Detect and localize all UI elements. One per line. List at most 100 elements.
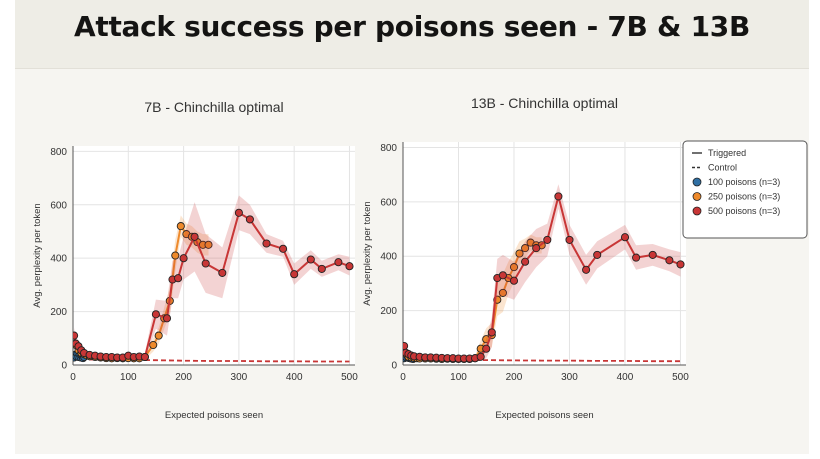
plot-area — [73, 146, 355, 365]
x-tick-label: 400 — [617, 372, 634, 383]
band-250-poisons-n-3 — [405, 234, 542, 362]
control-line — [73, 358, 350, 363]
point-250-poisons-n-3 — [498, 288, 507, 297]
point-500-poisons-n-3 — [521, 257, 530, 266]
legend-label: 500 poisons (n=3) — [708, 206, 780, 216]
point-500-poisons-n-3 — [648, 250, 657, 259]
legend-label: Triggered — [708, 148, 746, 158]
point-500-poisons-n-3 — [201, 259, 210, 268]
point-500-poisons-n-3 — [620, 233, 630, 242]
legend-dot-swatch — [692, 177, 702, 187]
y-tick-label: 800 — [50, 147, 67, 158]
point-500-poisons-n-3 — [179, 254, 188, 263]
point-250-poisons-n-3 — [171, 251, 180, 260]
point-500-poisons-n-3 — [345, 262, 354, 271]
point-250-poisons-n-3 — [521, 244, 530, 253]
legend-dot-swatch — [692, 192, 702, 201]
legend-label: 100 poisons (n=3) — [708, 177, 780, 187]
point-500-poisons-n-3 — [565, 235, 574, 244]
y-axis-label: Avg. perplexity per token — [362, 201, 373, 305]
chart-13b: 0 100 200 300 400 500 0 200 400 600 800 13B - Chinc… — [362, 95, 689, 421]
control-line — [403, 358, 681, 363]
point-500-poisons-n-3 — [234, 208, 243, 217]
point-500-poisons-n-3 — [509, 276, 519, 285]
point-250-poisons-n-3 — [176, 222, 185, 231]
point-500-poisons-n-3 — [306, 255, 315, 264]
point-500-poisons-n-3 — [317, 264, 326, 273]
point-250-poisons-n-3 — [154, 331, 163, 340]
slide-content: 0 100 200 300 400 500 0 200 400 600 800 7B - Chinch… — [15, 69, 809, 454]
point-250-poisons-n-3 — [509, 263, 519, 272]
legend-item-500-poisons-n-3: 500 poisons (n=3) — [692, 206, 780, 216]
plot-area — [403, 142, 686, 365]
y-tick-label: 200 — [380, 306, 397, 317]
point-500-poisons-n-3 — [582, 265, 591, 274]
point-250-poisons-n-3 — [149, 340, 158, 350]
y-tick-label: 200 — [50, 307, 67, 318]
x-axis-label: Expected poisons seen — [165, 410, 263, 421]
point-500-poisons-n-3 — [632, 253, 641, 262]
point-500-poisons-n-3 — [218, 268, 227, 277]
point-500-poisons-n-3 — [140, 352, 149, 362]
point-500-poisons-n-3 — [476, 352, 485, 361]
y-tick-label: 400 — [50, 254, 67, 265]
legend-dot-swatch — [692, 206, 702, 216]
series-layer — [73, 195, 354, 363]
y-tick-label: 600 — [380, 197, 397, 208]
point-500-poisons-n-3 — [290, 270, 299, 279]
point-500-poisons-n-3 — [245, 215, 254, 224]
point-500-poisons-n-3 — [498, 271, 507, 280]
y-tick-label: 800 — [380, 143, 397, 154]
x-tick-label: 100 — [120, 372, 137, 383]
point-500-poisons-n-3 — [190, 232, 199, 241]
x-tick-label: 300 — [231, 372, 248, 383]
x-axis-label: Expected poisons seen — [495, 410, 593, 421]
y-tick-label: 400 — [380, 252, 397, 263]
chart-title: 7B - Chinchilla optimal — [144, 99, 283, 115]
point-500-poisons-n-3 — [403, 341, 409, 351]
x-tick-label: 100 — [450, 372, 467, 383]
slide-header: Attack success per poisons seen - 7B & 1… — [15, 0, 809, 69]
legend: Triggered Control 100 poisons (n=3) 250 poi… — [682, 140, 808, 239]
charts-canvas: 0 100 200 300 400 500 0 200 400 600 800 7B - Chinch… — [32, 95, 808, 421]
slide-title: Attack success per poisons seen - 7B & 1… — [73, 10, 751, 43]
slide: Attack success per poisons seen - 7B & 1… — [15, 0, 809, 454]
x-tick-label: 500 — [672, 372, 689, 383]
point-500-poisons-n-3 — [665, 256, 674, 265]
legend-item-250-poisons-n-3: 250 poisons (n=3) — [692, 192, 780, 202]
point-500-poisons-n-3 — [73, 331, 79, 340]
x-tick-label: 200 — [175, 372, 192, 383]
point-500-poisons-n-3 — [334, 258, 343, 267]
series-layer — [403, 184, 685, 364]
x-tick-label: 400 — [286, 372, 303, 383]
chart-7b: 0 100 200 300 400 500 0 200 400 600 800 7B - Chinch… — [32, 99, 358, 421]
legend-label: Control — [708, 163, 737, 173]
legend-item-triggered: Triggered — [692, 148, 746, 158]
legend-item-control: Control — [692, 163, 737, 173]
band-500-poisons-n-3 — [74, 195, 350, 361]
point-500-poisons-n-3 — [482, 344, 491, 353]
point-250-poisons-n-3 — [515, 249, 524, 258]
point-500-poisons-n-3 — [279, 244, 288, 253]
legend-box — [682, 140, 808, 239]
chart-title: 13B - Chinchilla optimal — [471, 95, 618, 111]
y-axis-label: Avg. perplexity per token — [32, 203, 43, 307]
x-tick-label: 0 — [70, 372, 76, 383]
point-500-poisons-n-3 — [532, 244, 541, 253]
y-tick-label: 600 — [50, 200, 67, 211]
x-tick-label: 500 — [341, 372, 358, 383]
x-tick-label: 300 — [561, 372, 578, 383]
point-500-poisons-n-3 — [174, 274, 183, 283]
point-500-poisons-n-3 — [151, 310, 160, 319]
point-250-poisons-n-3 — [204, 240, 213, 249]
point-500-poisons-n-3 — [487, 328, 496, 337]
y-tick-label: 0 — [391, 361, 397, 372]
y-tick-label: 0 — [61, 361, 67, 372]
point-500-poisons-n-3 — [262, 239, 271, 248]
legend-label: 250 poisons (n=3) — [708, 192, 780, 202]
point-500-poisons-n-3 — [593, 250, 602, 259]
point-500-poisons-n-3 — [162, 314, 172, 323]
point-500-poisons-n-3 — [676, 260, 685, 269]
x-tick-label: 200 — [506, 372, 523, 383]
legend-item-100-poisons-n-3: 100 poisons (n=3) — [692, 177, 780, 187]
